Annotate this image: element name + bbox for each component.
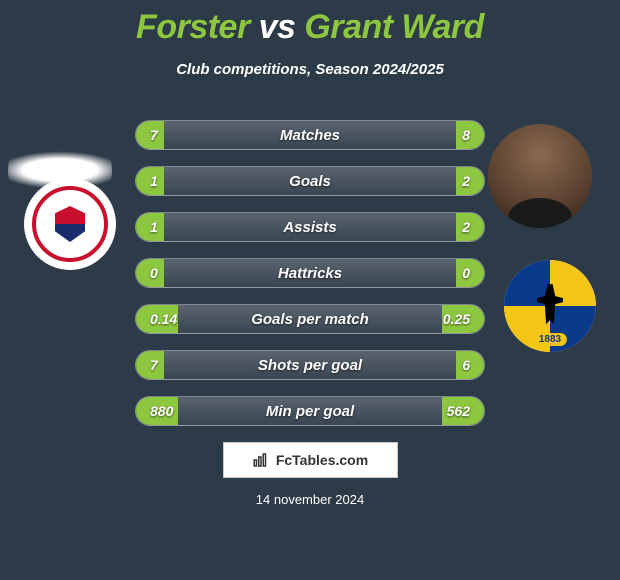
stat-label: Matches [280, 127, 340, 144]
player1-club-crest [24, 178, 116, 270]
stat-value-right: 6 [462, 357, 470, 373]
stat-fill-right [456, 259, 484, 287]
stat-value-right: 0.25 [443, 311, 470, 327]
stat-row: 0 Hattricks 0 [135, 258, 485, 288]
stat-value-left: 880 [150, 403, 173, 419]
vs-text: vs [259, 8, 296, 46]
stat-value-right: 0 [462, 265, 470, 281]
stat-row: 1 Assists 2 [135, 212, 485, 242]
player1-name: Forster [136, 8, 250, 46]
stat-label: Assists [283, 219, 336, 236]
stat-label: Hattricks [278, 265, 342, 282]
date-text: 14 november 2024 [0, 492, 620, 507]
crest-year: 1883 [533, 333, 567, 346]
stat-value-left: 7 [150, 357, 158, 373]
chart-icon [252, 451, 270, 469]
stat-label: Shots per goal [258, 357, 362, 374]
stat-row: 7 Shots per goal 6 [135, 350, 485, 380]
footer-brand-text: FcTables.com [276, 452, 368, 468]
stat-value-right: 562 [447, 403, 470, 419]
stat-row: 0.14 Goals per match 0.25 [135, 304, 485, 334]
footer-brand-box: FcTables.com [223, 442, 398, 478]
stat-row: 7 Matches 8 [135, 120, 485, 150]
stat-fill-right [456, 213, 484, 241]
player2-avatar [488, 124, 592, 228]
stat-value-left: 0.14 [150, 311, 177, 327]
stat-row: 1 Goals 2 [135, 166, 485, 196]
stats-container: 7 Matches 8 1 Goals 2 1 Assists 2 0 Hattricks 0 0.14… [135, 120, 485, 426]
player2-club-crest: 1883 [504, 260, 596, 352]
stat-value-right: 2 [462, 219, 470, 235]
comparison-title: Forster vs Grant Ward [0, 0, 620, 47]
stat-value-right: 2 [462, 173, 470, 189]
stat-fill-right [456, 167, 484, 195]
stat-row: 880 Min per goal 562 [135, 396, 485, 426]
stat-value-left: 7 [150, 127, 158, 143]
stat-label: Goals per match [251, 311, 369, 328]
stat-fill-right [456, 351, 484, 379]
stat-label: Min per goal [266, 403, 354, 420]
stat-value-left: 1 [150, 219, 158, 235]
subtitle: Club competitions, Season 2024/2025 [0, 61, 620, 78]
stat-value-left: 1 [150, 173, 158, 189]
stat-value-left: 0 [150, 265, 158, 281]
stat-value-right: 8 [462, 127, 470, 143]
player2-name: Grant Ward [304, 8, 484, 46]
stat-fill-right [456, 121, 484, 149]
stat-label: Goals [289, 173, 331, 190]
